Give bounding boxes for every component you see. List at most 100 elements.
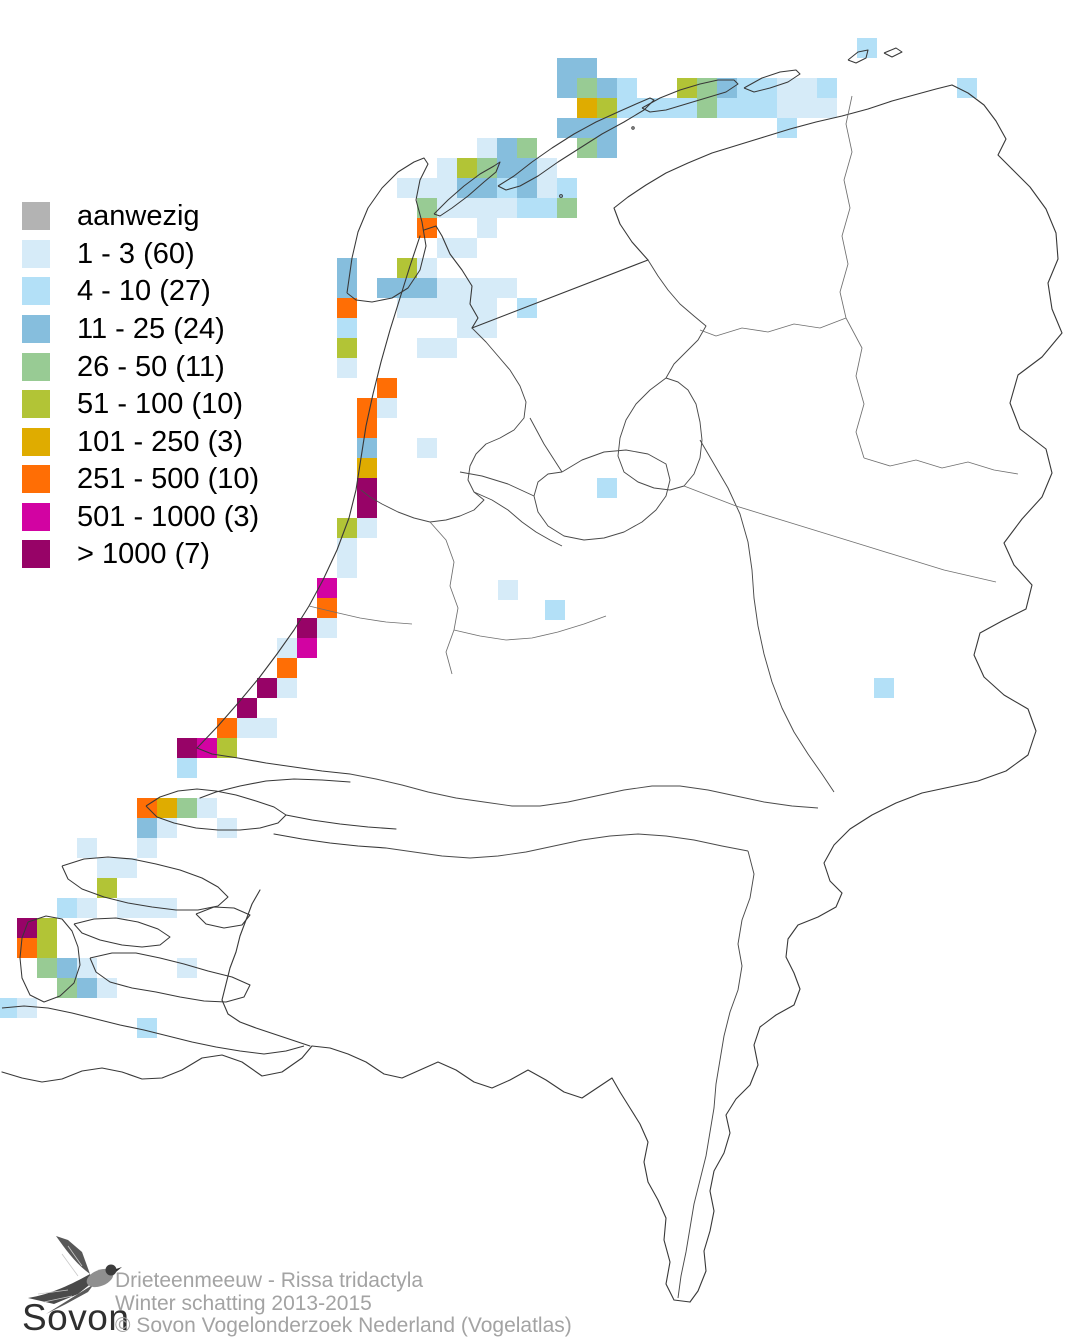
swallow-icon bbox=[28, 1236, 122, 1314]
grid-cell bbox=[417, 178, 437, 198]
grid-cell bbox=[337, 538, 357, 558]
legend-label: 4 - 10 (27) bbox=[77, 275, 211, 307]
caption-copyright: © Sovon Vogelonderzoek Nederland (Vogela… bbox=[115, 1314, 572, 1337]
grid-cell bbox=[597, 118, 617, 138]
grid-cell bbox=[477, 298, 497, 318]
grid-cell bbox=[337, 318, 357, 338]
grid-cell bbox=[737, 78, 757, 98]
legend-label: 501 - 1000 (3) bbox=[77, 501, 260, 533]
grid-cell bbox=[157, 898, 177, 918]
grid-cell bbox=[537, 158, 557, 178]
grid-cell bbox=[17, 918, 37, 938]
legend-label: 51 - 100 (10) bbox=[77, 388, 244, 420]
grid-cell bbox=[197, 738, 217, 758]
grid-cell bbox=[397, 298, 417, 318]
grid-cell bbox=[517, 158, 537, 178]
grid-cell bbox=[617, 78, 637, 98]
grid-cell bbox=[177, 758, 197, 778]
grid-cell bbox=[457, 278, 477, 298]
grid-cell bbox=[577, 138, 597, 158]
grid-cell bbox=[417, 278, 437, 298]
grid-cell bbox=[137, 798, 157, 818]
grid-cell bbox=[337, 518, 357, 538]
map-caption: Drieteenmeeuw - Rissa tridactyla Winter … bbox=[115, 1269, 572, 1338]
grid-cell bbox=[397, 178, 417, 198]
grid-cell bbox=[797, 78, 817, 98]
grid-cell bbox=[597, 478, 617, 498]
grid-cell bbox=[77, 978, 97, 998]
grid-cell bbox=[137, 898, 157, 918]
grid-cell bbox=[557, 58, 577, 78]
legend-row: 1 - 3 (60) bbox=[22, 240, 195, 269]
grid-cell bbox=[417, 218, 437, 238]
grid-cell bbox=[477, 318, 497, 338]
grid-cell bbox=[517, 298, 537, 318]
grid-cell bbox=[377, 378, 397, 398]
grid-cell bbox=[377, 278, 397, 298]
grid-cell bbox=[437, 238, 457, 258]
grid-cell bbox=[737, 98, 757, 118]
legend-row: 101 - 250 (3) bbox=[22, 426, 244, 458]
legend-label: 101 - 250 (3) bbox=[77, 426, 244, 458]
legend-row: 11 - 25 (24) bbox=[22, 313, 225, 345]
grid-cell bbox=[557, 178, 577, 198]
grid-cell bbox=[317, 598, 337, 618]
grid-cell bbox=[357, 498, 377, 518]
grid-cell bbox=[177, 738, 197, 758]
grid-cell bbox=[557, 118, 577, 138]
grid-cell bbox=[137, 1018, 157, 1038]
legend-label: 11 - 25 (24) bbox=[77, 313, 225, 345]
grid-cell bbox=[337, 338, 357, 358]
grid-cell bbox=[537, 198, 557, 218]
grid-cell bbox=[957, 78, 977, 98]
grid-cell bbox=[697, 98, 717, 118]
grid-cell bbox=[277, 678, 297, 698]
grid-cell bbox=[777, 98, 797, 118]
grid-cell bbox=[617, 98, 637, 118]
grid-cell bbox=[497, 178, 517, 198]
grid-cell bbox=[497, 198, 517, 218]
grid-cell bbox=[97, 858, 117, 878]
legend-row: 251 - 500 (10) bbox=[22, 465, 259, 494]
grid-cell bbox=[597, 138, 617, 158]
grid-cell bbox=[497, 278, 517, 298]
grid-cell bbox=[437, 298, 457, 318]
legend-row: 501 - 1000 (3) bbox=[22, 501, 260, 533]
grid-cell bbox=[477, 158, 497, 178]
grid-cell bbox=[817, 98, 837, 118]
grid-cell bbox=[577, 118, 597, 138]
grid-cell bbox=[277, 638, 297, 658]
grid-cell bbox=[97, 878, 117, 898]
grid-cell bbox=[397, 258, 417, 278]
grid-cell bbox=[497, 138, 517, 158]
legend-label: > 1000 (7) bbox=[77, 538, 211, 570]
grid-cell bbox=[457, 238, 477, 258]
grid-cell bbox=[217, 718, 237, 738]
legend-swatch-1-3 bbox=[22, 240, 50, 268]
grid-cell bbox=[677, 98, 697, 118]
grid-cell bbox=[545, 600, 565, 620]
grid-cell bbox=[117, 898, 137, 918]
grid-cell bbox=[357, 398, 377, 418]
grid-cell bbox=[77, 958, 97, 978]
grid-cell bbox=[37, 918, 57, 938]
grid-cell bbox=[557, 78, 577, 98]
legend-row: 4 - 10 (27) bbox=[22, 275, 211, 307]
grid-cell bbox=[757, 98, 777, 118]
grid-cell bbox=[177, 798, 197, 818]
grid-cell bbox=[197, 798, 217, 818]
grid-cell bbox=[317, 618, 337, 638]
grid-cell bbox=[498, 580, 518, 600]
grid-cell bbox=[157, 818, 177, 838]
grid-cell bbox=[77, 898, 97, 918]
grid-cell bbox=[797, 98, 817, 118]
grid-cell bbox=[437, 158, 457, 178]
grid-cell bbox=[457, 298, 477, 318]
grid-cell bbox=[337, 278, 357, 298]
grid-cell bbox=[817, 78, 837, 98]
grid-cell bbox=[217, 738, 237, 758]
legend-row: aanwezig bbox=[22, 202, 200, 231]
grid-cell bbox=[597, 98, 617, 118]
grid-cell bbox=[417, 258, 437, 278]
grid-cell bbox=[717, 78, 737, 98]
